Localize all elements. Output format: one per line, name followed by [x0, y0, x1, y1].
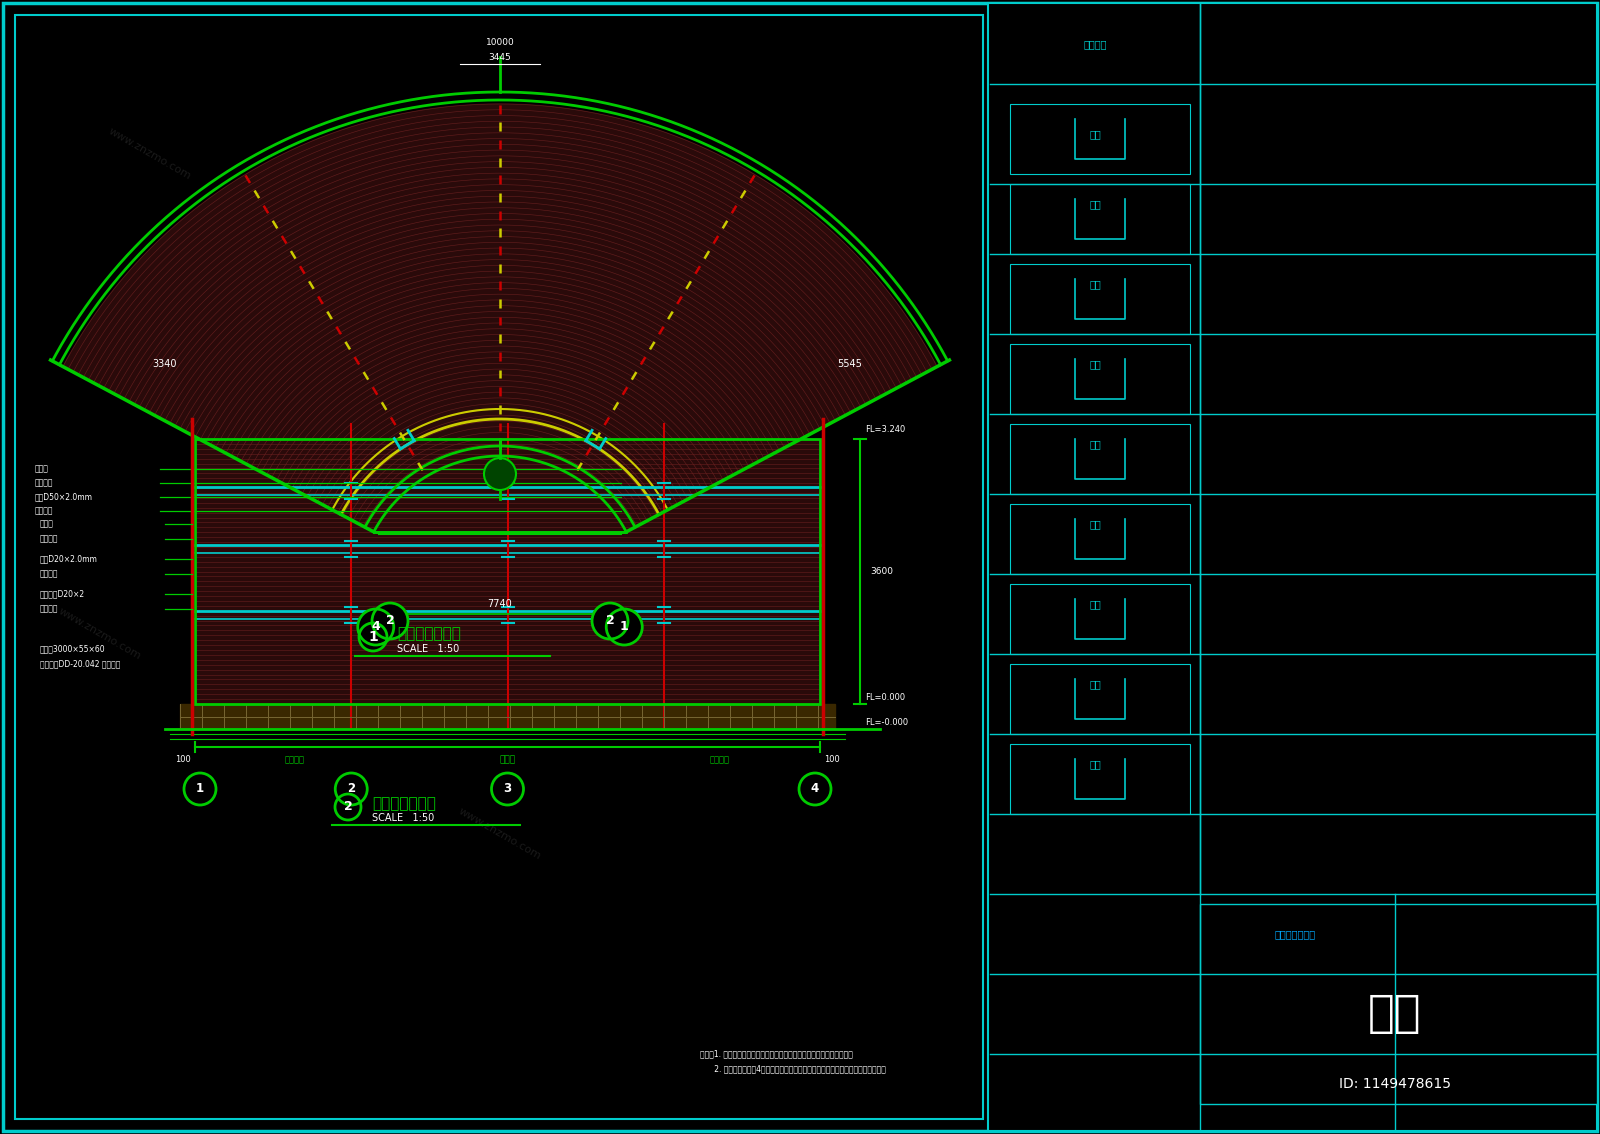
Bar [1010, 665, 1190, 734]
Bar [989, 3, 1597, 1131]
Text: 2: 2 [347, 782, 355, 795]
Circle shape [358, 609, 394, 645]
Circle shape [491, 773, 523, 805]
Text: 2. 本图施工时外围4个立柱，施工时请按照施工图图纸施工，施工时按照施工图纸: 2. 本图施工时外围4个立柱，施工时请按照施工图图纸施工，施工时按照施工图纸 [701, 1065, 886, 1074]
Text: 1: 1 [619, 620, 629, 634]
Text: 水平距离: 水平距离 [285, 755, 306, 764]
Text: www.znzmo.com: www.znzmo.com [107, 126, 194, 181]
Text: 2: 2 [386, 615, 394, 627]
Text: 3600: 3600 [870, 567, 893, 576]
Circle shape [606, 609, 642, 645]
Bar [195, 439, 819, 704]
Text: FL=-0.000: FL=-0.000 [866, 718, 909, 727]
Text: 单边廊架施工图: 单边廊架施工图 [1275, 929, 1315, 939]
Text: 10000: 10000 [486, 39, 514, 46]
Bar [1200, 904, 1597, 1105]
Text: 铺面D20×2.0mm: 铺面D20×2.0mm [40, 555, 98, 564]
Bar [1010, 264, 1190, 335]
Text: 做法：3000×55×60: 做法：3000×55×60 [40, 644, 106, 653]
Text: 比例: 比例 [1090, 679, 1101, 689]
Text: 详见示例DD-20.042 工程说明: 详见示例DD-20.042 工程说明 [40, 660, 120, 669]
Text: 钢管规格: 钢管规格 [40, 604, 59, 613]
Text: www.znzmo.com: www.znzmo.com [357, 657, 443, 712]
Text: SCALE   1:50: SCALE 1:50 [371, 813, 434, 823]
Text: 3340: 3340 [152, 359, 178, 369]
Text: 单边廊架立面图: 单边廊架立面图 [371, 796, 435, 812]
Circle shape [371, 603, 408, 638]
Text: FL=0.000: FL=0.000 [866, 693, 906, 702]
Text: 校对: 校对 [1090, 279, 1101, 289]
Text: 1: 1 [368, 631, 378, 644]
Text: 钢管立柱: 钢管立柱 [40, 569, 59, 578]
Circle shape [184, 773, 216, 805]
Bar [1010, 584, 1190, 654]
Text: 知末: 知末 [1368, 992, 1422, 1035]
Text: 3: 3 [504, 782, 512, 795]
Text: 1: 1 [195, 782, 205, 795]
Text: 2: 2 [344, 801, 352, 813]
Text: 2: 2 [606, 615, 614, 627]
Text: FL=3.240: FL=3.240 [866, 425, 906, 434]
Text: 钢管规格: 钢管规格 [40, 534, 59, 543]
Text: 审核: 审核 [1090, 359, 1101, 369]
Text: 备注: 备注 [1090, 129, 1101, 139]
Text: 图纸目录: 图纸目录 [1083, 39, 1107, 49]
Text: 5545: 5545 [837, 359, 862, 369]
Text: www.znzmo.com: www.znzmo.com [157, 406, 243, 462]
Circle shape [483, 458, 515, 490]
Text: www.znzmo.com: www.znzmo.com [406, 406, 493, 462]
Text: 4: 4 [811, 782, 819, 795]
Bar [195, 439, 819, 704]
Text: www.znzmo.com: www.znzmo.com [458, 806, 542, 862]
Text: www.znzmo.com: www.znzmo.com [658, 206, 742, 262]
Text: www.znzmo.com: www.znzmo.com [58, 607, 142, 662]
Text: 专业: 专业 [1090, 519, 1101, 528]
Text: 水平距离: 水平距离 [710, 755, 730, 764]
Text: 钢管柱: 钢管柱 [35, 465, 50, 474]
Bar [1010, 503, 1190, 574]
Circle shape [334, 794, 362, 820]
Text: 7740: 7740 [488, 599, 512, 609]
Text: 单边廊架平面图: 单边廊架平面图 [397, 626, 461, 642]
Text: 审定: 审定 [1090, 439, 1101, 449]
Text: 3445: 3445 [488, 53, 512, 62]
Bar [1010, 744, 1190, 814]
Text: www.znzmo.com: www.znzmo.com [606, 356, 693, 412]
Text: 说明：1. 本图施工前应以中心点，东北方向立柱为准，东北方向立柱为准: 说明：1. 本图施工前应以中心点，东北方向立柱为准，东北方向立柱为准 [701, 1049, 853, 1058]
Circle shape [592, 603, 627, 638]
Text: 4: 4 [371, 620, 381, 634]
Bar [1010, 104, 1190, 174]
Text: 钢管规格: 钢管规格 [35, 479, 53, 488]
Circle shape [336, 773, 368, 805]
Text: 日期: 日期 [1090, 599, 1101, 609]
Text: 100: 100 [174, 755, 190, 764]
Text: 钢管柱: 钢管柱 [40, 519, 54, 528]
Text: SCALE   1:50: SCALE 1:50 [397, 644, 459, 654]
Text: 铺面材料D20×2: 铺面材料D20×2 [40, 590, 85, 599]
Polygon shape [62, 104, 938, 526]
Circle shape [798, 773, 830, 805]
Text: 图号: 图号 [1090, 759, 1101, 769]
Bar [1010, 344, 1190, 414]
Text: ID: 1149478615: ID: 1149478615 [1339, 1077, 1451, 1091]
Text: 柱距计: 柱距计 [499, 755, 515, 764]
Bar [1010, 184, 1190, 254]
Text: 钢管立柱: 钢管立柱 [35, 507, 53, 516]
Text: 100: 100 [824, 755, 840, 764]
Text: www.znzmo.com: www.znzmo.com [557, 557, 643, 611]
Text: 设计: 设计 [1090, 198, 1101, 209]
Bar [179, 704, 835, 729]
Text: 钢管D50×2.0mm: 钢管D50×2.0mm [35, 492, 93, 501]
Text: www.znzmo.com: www.znzmo.com [258, 256, 342, 312]
Circle shape [358, 623, 387, 651]
Bar [14, 15, 982, 1119]
Bar [1010, 424, 1190, 494]
